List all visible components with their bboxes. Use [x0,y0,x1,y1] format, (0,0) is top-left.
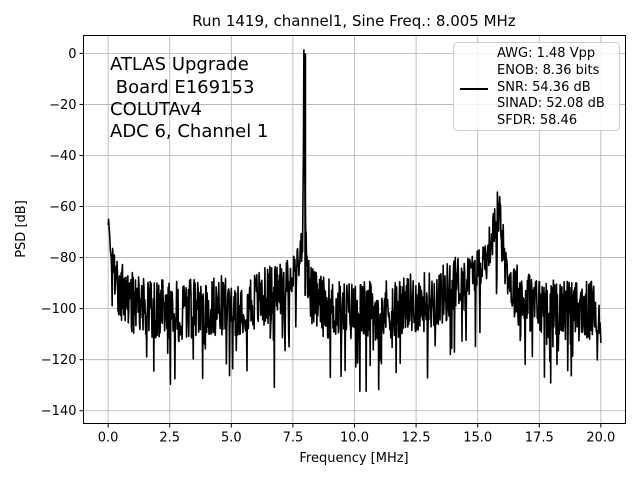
legend-box [453,42,620,131]
y-tick-label: −140 [41,404,77,419]
legend-entry: SFDR: 58.46 [497,113,577,128]
y-tick-label: 0 [68,47,76,62]
x-tick-label: 2.5 [159,431,180,446]
y-tick-label: −20 [49,98,76,113]
x-tick-label: 7.5 [283,431,304,446]
legend-entry: ENOB: 8.36 bits [497,63,600,78]
x-tick-label: 0.0 [98,431,119,446]
psd-series-line [107,49,602,393]
annotation-line: Board E169153 [110,77,254,98]
annotation-line: COLUTAv4 [110,99,202,120]
x-tick-label: 20.0 [586,431,615,446]
y-axis: 0 −20 −40 −60 −80 −100 −120 −140 [41,47,84,419]
y-tick-label: −80 [49,251,76,266]
legend-entry: AWG: 1.48 Vpp [497,46,595,61]
y-axis-label: PSD [dB] [14,200,29,258]
legend-entry: SINAD: 52.08 dB [497,96,605,111]
y-tick-label: −120 [41,353,77,368]
x-axis: 0.0 2.5 5.0 7.5 10.0 12.5 15.0 17.5 20.0 [98,423,615,446]
y-tick-label: −100 [41,302,77,317]
x-axis-label: Frequency [MHz] [299,451,408,466]
annotation-line: ATLAS Upgrade [110,54,249,75]
annotation-line: ADC 6, Channel 1 [110,121,268,142]
x-tick-label: 5.0 [221,431,242,446]
legend: AWG: 1.48 Vpp ENOB: 8.36 bits SNR: 54.36… [453,42,620,131]
x-tick-label: 10.0 [340,431,369,446]
series-layer [107,49,602,393]
x-tick-label: 15.0 [463,431,492,446]
y-tick-label: −60 [49,200,76,215]
annotation-block: ATLAS Upgrade Board E169153 COLUTAv4 ADC… [110,54,268,142]
y-tick-label: −40 [49,149,76,164]
x-tick-label: 12.5 [402,431,431,446]
x-tick-label: 17.5 [525,431,554,446]
legend-entry: SNR: 54.36 dB [497,80,591,95]
chart-title: Run 1419, channel1, Sine Freq.: 8.005 MH… [192,12,516,30]
